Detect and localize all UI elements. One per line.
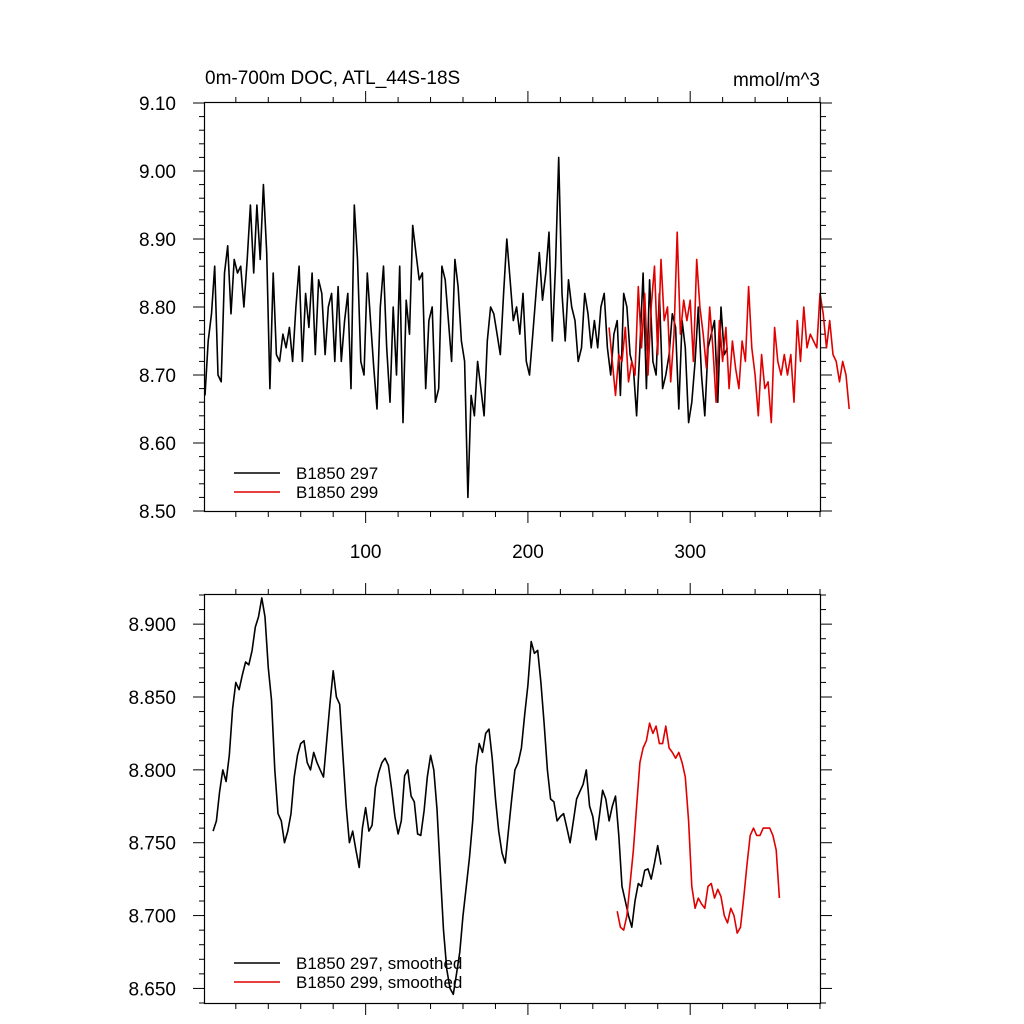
top-x-tick-labels: 100 200 300 xyxy=(350,542,706,563)
y-tick-label: 8.750 xyxy=(128,834,176,855)
y-tick-label: 8.850 xyxy=(128,688,176,709)
y-tick-label: 8.800 xyxy=(128,761,176,782)
bottom-chart: 8.650 8.700 8.750 8.800 8.850 8.900 B1850 297… xyxy=(128,583,832,1015)
top-chart-units: mmol/m^3 xyxy=(733,70,820,91)
y-tick-label: 8.900 xyxy=(128,615,176,636)
series-line-b1850-299-smoothed xyxy=(616,722,781,934)
legend-label-b1850-299-smoothed: B1850 299, smoothed xyxy=(296,973,462,992)
series-line-b1850-299 xyxy=(608,231,850,424)
y-tick-label: 8.80 xyxy=(139,298,176,319)
legend-label-b1850-297: B1850 297 xyxy=(296,464,378,483)
top-chart-title: 0m-700m DOC, ATL_44S-18S xyxy=(205,68,460,89)
legend-label-b1850-299: B1850 299 xyxy=(296,483,378,502)
top-y-tick-labels: 8.50 8.60 8.70 8.80 8.90 9.00 9.10 xyxy=(139,94,176,523)
y-tick-label: 8.50 xyxy=(139,502,176,523)
top-plot-frame xyxy=(203,101,822,513)
legend-label-b1850-297-smoothed: B1850 297, smoothed xyxy=(296,954,462,973)
y-tick-label: 8.70 xyxy=(139,366,176,387)
x-tick-label: 300 xyxy=(674,542,706,563)
x-tick-label: 200 xyxy=(512,542,544,563)
bottom-y-tick-labels: 8.650 8.700 8.750 8.800 8.850 8.900 xyxy=(128,615,176,1000)
y-tick-label: 9.00 xyxy=(139,162,176,183)
top-chart: 0m-700m DOC, ATL_44S-18S mmol/m^3 8.508.… xyxy=(139,68,850,563)
y-tick-label: 8.60 xyxy=(139,434,176,455)
top-legend: B1850 297 B1850 299 xyxy=(234,464,378,502)
y-tick-label: 8.90 xyxy=(139,230,176,251)
bottom-plot-frame xyxy=(203,593,822,1005)
y-tick-label: 8.700 xyxy=(128,907,176,928)
series-line-b1850-297-smoothed xyxy=(212,597,662,996)
x-tick-label: 100 xyxy=(350,542,382,563)
y-tick-label: 9.10 xyxy=(139,94,176,115)
y-tick-label: 8.650 xyxy=(128,979,176,1000)
bottom-legend: B1850 297, smoothed B1850 299, smoothed xyxy=(234,954,462,992)
